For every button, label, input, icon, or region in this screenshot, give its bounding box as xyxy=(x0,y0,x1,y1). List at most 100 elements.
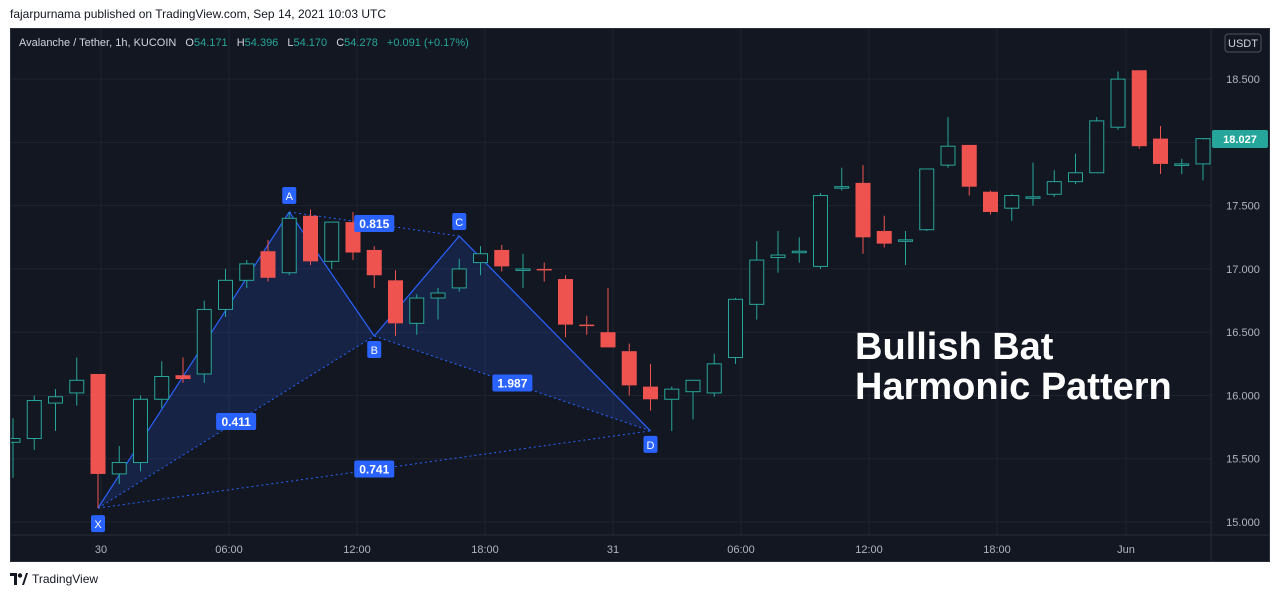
candle xyxy=(11,418,21,478)
candle xyxy=(600,287,616,348)
candle-body xyxy=(685,379,701,393)
candle-body xyxy=(536,268,552,271)
grid xyxy=(11,29,1211,535)
y-tick-label: 16.500 xyxy=(1226,327,1260,339)
candle xyxy=(1089,117,1105,174)
annotation-line2: Harmonic Pattern xyxy=(855,366,1172,408)
point-badge-b xyxy=(367,341,382,359)
candle xyxy=(111,446,127,485)
pattern-fill-xab xyxy=(98,211,375,509)
candlestick-chart[interactable]: X A B C D 0.411 0.815 1.987 0.741 15.000 15.500 16… xyxy=(11,29,1269,561)
candle-body xyxy=(388,280,403,324)
y-tick-label: 18.500 xyxy=(1226,74,1260,86)
candle xyxy=(175,357,191,383)
candle-body xyxy=(48,396,63,404)
candle-body xyxy=(1025,196,1041,199)
currency-badge[interactable] xyxy=(1224,33,1262,53)
point-badge-c xyxy=(452,213,467,231)
annotation-line1: Bullish Bat xyxy=(855,326,1054,368)
publish-line: fajarpurnama published on TradingView.co… xyxy=(10,7,387,21)
x-tick-label: 12:00 xyxy=(855,544,883,556)
candle xyxy=(1025,162,1041,206)
candle-body xyxy=(813,195,828,267)
candle xyxy=(621,343,637,396)
candle xyxy=(26,395,42,450)
candle-body xyxy=(1110,78,1126,128)
candle xyxy=(430,287,446,320)
ratio-badge xyxy=(216,413,257,431)
candle xyxy=(898,230,913,266)
candle xyxy=(1174,158,1190,175)
candle-body xyxy=(749,259,765,305)
candle-body xyxy=(26,400,42,440)
ratio-label: 0.741 xyxy=(359,463,389,477)
candle-body xyxy=(983,191,998,212)
candle xyxy=(388,270,403,337)
candle-body xyxy=(281,217,297,274)
candle-body xyxy=(175,375,191,380)
brand-label: TradingView xyxy=(32,572,99,586)
candle xyxy=(706,353,722,397)
candle xyxy=(643,363,658,411)
candle-body xyxy=(1046,181,1062,195)
svg-text:Avalanche / Tether, 1h, KUCOIN: Avalanche / Tether, 1h, KUCOIN O54.171 H… xyxy=(19,37,469,49)
candle xyxy=(451,258,467,292)
candle xyxy=(855,165,871,254)
candle xyxy=(324,221,340,269)
currency-label: USDT xyxy=(1228,38,1258,50)
y-tick-label: 15.000 xyxy=(1226,517,1260,529)
point-badge-x xyxy=(91,515,105,533)
point-label-c: C xyxy=(455,217,463,229)
last-price-tag xyxy=(1212,129,1268,148)
ohlc-c-value: 54.278 xyxy=(344,37,378,49)
candle-body xyxy=(621,351,637,386)
candle xyxy=(770,230,786,273)
candle xyxy=(579,315,595,335)
pattern-ratio-line-xb xyxy=(97,335,375,509)
candle xyxy=(791,237,807,263)
candle-body xyxy=(260,251,276,278)
candle xyxy=(876,215,892,248)
ohlc-h-value: 54.396 xyxy=(245,37,279,49)
candle-body xyxy=(218,279,233,310)
candle xyxy=(260,239,276,282)
ohlc-l-value: 54.170 xyxy=(294,37,328,49)
point-label-d: D xyxy=(647,440,655,452)
candle xyxy=(154,361,170,409)
x-tick-label: 18:00 xyxy=(983,544,1011,556)
candle-body xyxy=(558,279,573,325)
ohlc-o-label: O xyxy=(185,37,194,49)
chart-frame[interactable]: X A B C D 0.411 0.815 1.987 0.741 15.000 15.500 16… xyxy=(10,28,1270,562)
candle xyxy=(728,298,743,364)
candle xyxy=(281,211,297,276)
candle xyxy=(940,117,956,168)
candle-body xyxy=(111,462,127,475)
candle xyxy=(48,389,63,431)
point-label-b: B xyxy=(371,345,378,357)
candle-body xyxy=(1068,172,1083,183)
axes: 15.000 15.500 16.000 16.500 17.000 17.500 18.0… xyxy=(11,29,1269,561)
candle xyxy=(1004,194,1020,221)
candle xyxy=(834,167,850,191)
harmonic-pattern xyxy=(97,211,651,509)
candle-body xyxy=(515,268,531,271)
candle xyxy=(536,262,552,282)
candle-body xyxy=(834,186,850,189)
candle xyxy=(1131,70,1147,149)
candle-body xyxy=(876,230,892,244)
candle xyxy=(303,209,318,266)
candle xyxy=(196,300,212,383)
candle-body xyxy=(855,182,871,238)
candle xyxy=(558,275,573,338)
ohlc-o-value: 54.171 xyxy=(194,37,228,49)
candle xyxy=(1046,170,1062,197)
x-tick-label: 30 xyxy=(95,544,107,556)
y-tick-label: 15.500 xyxy=(1226,454,1260,466)
ratio-label: 0.815 xyxy=(359,217,389,231)
candle-body xyxy=(579,324,595,327)
candle-body xyxy=(664,388,680,400)
candle-body xyxy=(1174,163,1190,166)
candle-body xyxy=(303,215,318,262)
x-tick-label: 06:00 xyxy=(215,544,243,556)
candle-body xyxy=(430,292,446,299)
